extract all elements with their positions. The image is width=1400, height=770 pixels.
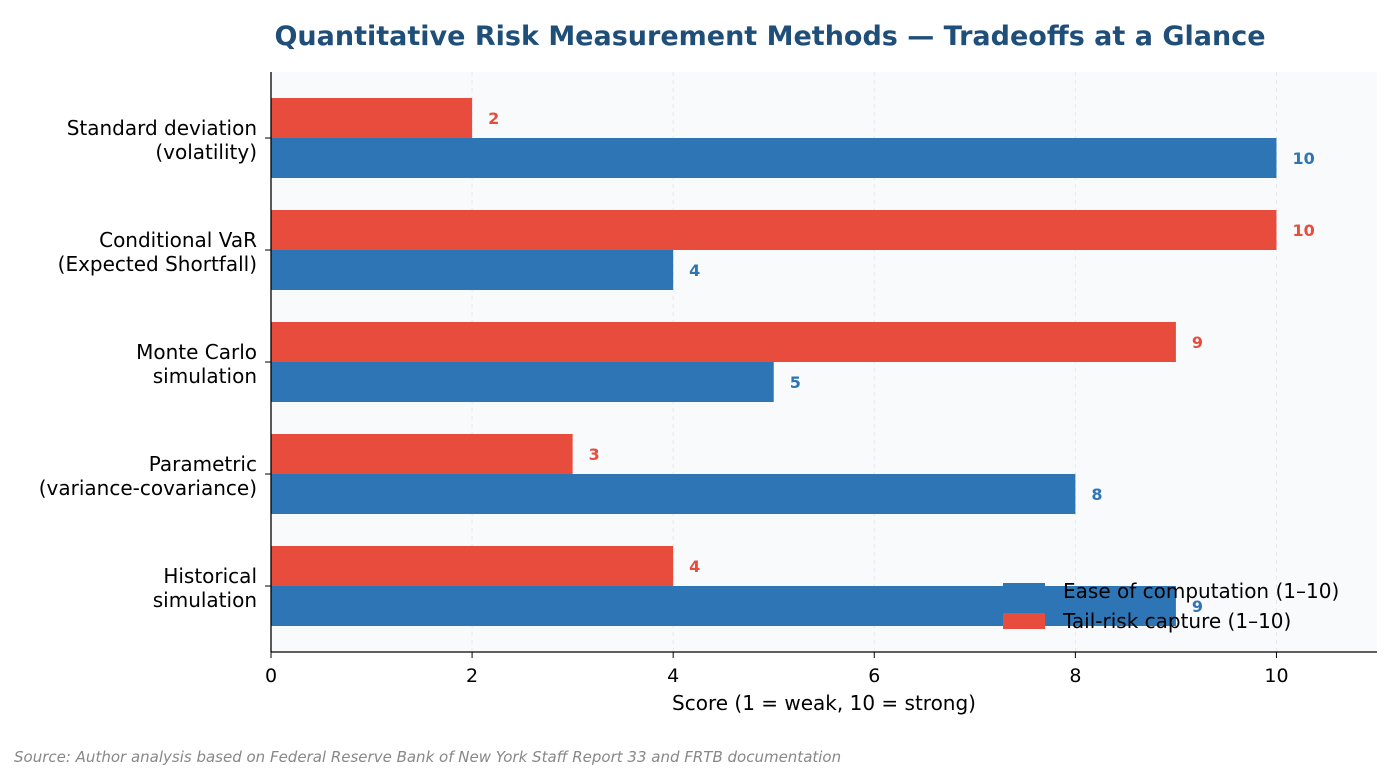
bar-tail-risk (271, 210, 1277, 250)
x-tick-label: 10 (1264, 665, 1288, 687)
value-label-ease: 8 (1091, 485, 1102, 504)
category-label: Standard deviation (67, 116, 257, 140)
legend-swatch (1003, 583, 1045, 599)
legend-label: Ease of computation (1–10) (1063, 579, 1339, 603)
x-tick-label: 4 (667, 665, 679, 687)
bar-tail-risk (271, 322, 1176, 362)
source-note: Source: Author analysis based on Federal… (14, 748, 841, 766)
bar-ease-of-computation (271, 362, 774, 402)
category-labels-group: Standard deviation(volatility) Conditiona… (39, 116, 271, 612)
bar-tail-risk (271, 434, 573, 474)
category-label: (Expected Shortfall) (58, 252, 257, 276)
x-tick-label: 8 (1069, 665, 1081, 687)
value-label-tail-risk: 3 (589, 445, 600, 464)
bar-tail-risk (271, 546, 674, 586)
category-label: Historical (163, 564, 257, 588)
value-label-tail-risk: 9 (1192, 333, 1203, 352)
category-label: Conditional VaR (99, 228, 257, 252)
value-label-ease: 9 (1192, 597, 1203, 616)
value-label-ease: 10 (1292, 149, 1314, 168)
chart-title: Quantitative Risk Measurement Methods — … (274, 21, 1265, 52)
legend: Ease of computation (1–10) Tail-risk capt… (1003, 579, 1339, 633)
legend-label: Tail-risk capture (1–10) (1062, 609, 1291, 633)
category-label: simulation (153, 588, 257, 612)
x-axis-label: Score (1 = weak, 10 = strong) (672, 691, 976, 715)
bar-ease-of-computation (271, 250, 674, 290)
x-tick-label: 0 (265, 665, 277, 687)
x-tick-label: 6 (868, 665, 880, 687)
value-label-tail-risk: 2 (488, 109, 499, 128)
category-label: (variance-covariance) (39, 476, 257, 500)
category-label: (volatility) (155, 140, 257, 164)
bar-tail-risk (271, 98, 473, 138)
value-label-tail-risk: 10 (1292, 221, 1314, 240)
x-tick-label: 2 (466, 665, 478, 687)
legend-swatch (1003, 613, 1045, 629)
category-label: simulation (153, 364, 257, 388)
bar-ease-of-computation (271, 474, 1076, 514)
bar-ease-of-computation (271, 138, 1277, 178)
value-label-ease: 4 (689, 261, 700, 280)
category-label: Parametric (149, 452, 257, 476)
x-ticks-group: 0 2 4 6 8 10 (265, 652, 1289, 687)
value-label-tail-risk: 4 (689, 557, 700, 576)
value-label-ease: 5 (790, 373, 801, 392)
category-label: Monte Carlo (136, 340, 257, 364)
value-labels-group: 2 10 10 4 9 5 3 8 4 9 (488, 109, 1315, 616)
